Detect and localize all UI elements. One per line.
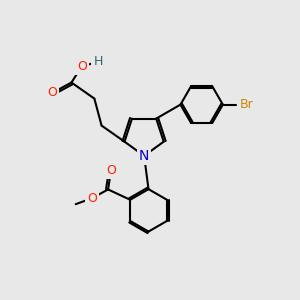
Text: N: N: [139, 149, 149, 163]
Text: H: H: [93, 56, 103, 68]
Text: Br: Br: [239, 98, 253, 111]
Text: O: O: [87, 192, 97, 205]
Text: O: O: [47, 86, 57, 99]
Text: O: O: [77, 60, 87, 73]
Text: O: O: [106, 164, 116, 177]
